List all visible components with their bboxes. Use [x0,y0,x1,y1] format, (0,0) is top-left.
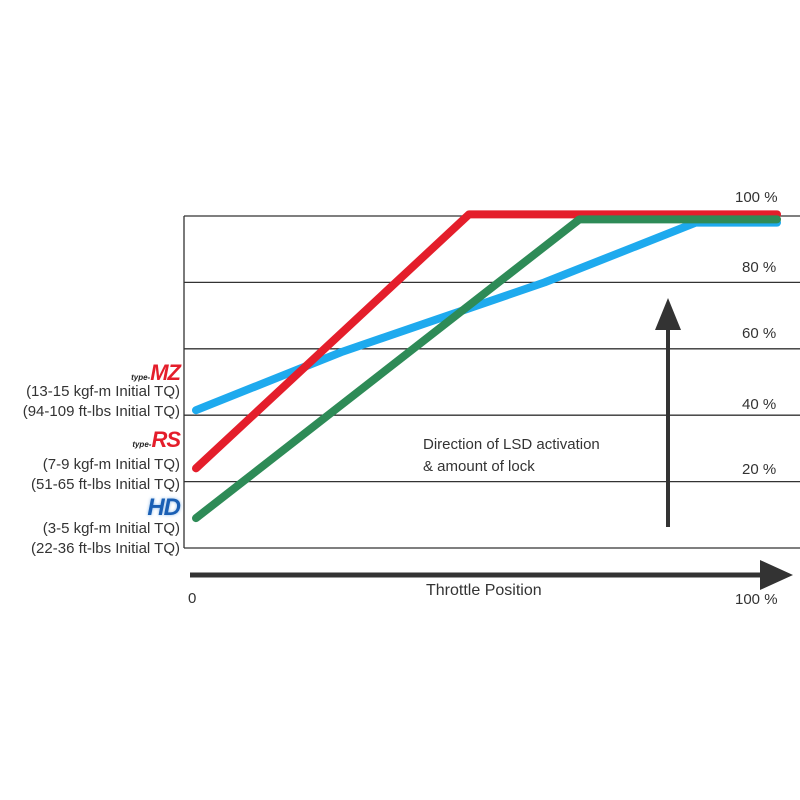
series-line-type-rs [192,210,781,473]
y-tick-100: 100 % [735,189,778,206]
lock-direction-arrow-head [655,298,681,330]
x-tick-100: 100 % [735,591,778,608]
y-tick-80: 80 % [742,259,777,276]
legend-mz-line1: (13-15 kgf-m Initial TQ) [26,383,180,400]
y-tick-20: 20 % [742,461,777,478]
annotation-line2: & amount of lock [423,458,535,475]
legend-hd-line2: (22-36 ft-lbs Initial TQ) [31,540,180,557]
x-axis-arrow-head [760,560,793,590]
legend-mz-line2: (94-109 ft-lbs Initial TQ) [22,403,180,420]
legend-logo-type-rs: type-RS [132,427,181,452]
legend-rs-line2: (51-65 ft-lbs Initial TQ) [31,476,180,493]
y-tick-40: 40 % [742,396,777,413]
legend-logo-type-mz: type-MZ [131,360,181,385]
series-line-hd [192,215,781,523]
legend-logo-hd: HD [147,494,181,521]
x-axis-label: Throttle Position [426,582,542,599]
y-tick-60: 60 % [742,325,777,342]
legend-hd-line1: (3-5 kgf-m Initial TQ) [42,520,180,537]
x-tick-0: 0 [188,590,197,607]
legend-rs-line1: (7-9 kgf-m Initial TQ) [42,456,180,473]
annotation-line1: Direction of LSD activation [423,436,600,453]
